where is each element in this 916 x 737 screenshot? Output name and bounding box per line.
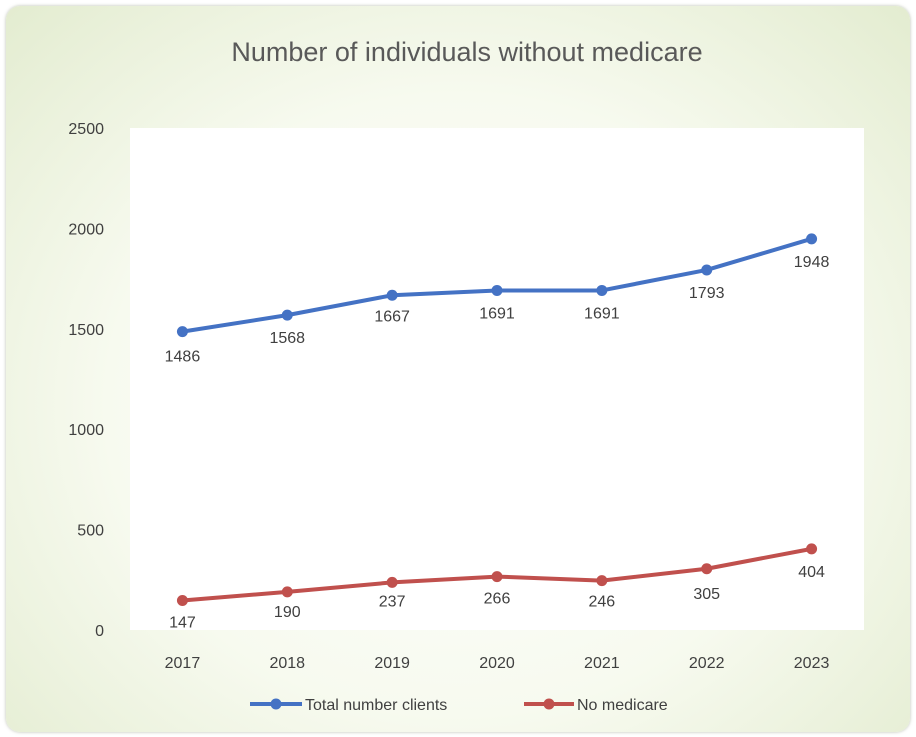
x-tick-label: 2023 <box>794 655 830 672</box>
y-axis: 0 500 1000 1500 2000 2500 <box>68 121 104 640</box>
data-label: 1793 <box>689 285 725 302</box>
x-axis: 2017 2018 2019 2020 2021 2022 2023 <box>165 655 830 672</box>
chart-card: Number of individuals without medicare 0… <box>6 6 910 732</box>
y-tick-label: 1000 <box>68 422 104 439</box>
y-tick-label: 1500 <box>68 322 104 339</box>
data-label: 1691 <box>479 305 515 322</box>
y-tick-label: 2500 <box>68 121 104 138</box>
data-point <box>806 543 818 555</box>
data-point <box>281 309 293 321</box>
data-point <box>491 571 503 583</box>
data-label: 190 <box>274 604 301 621</box>
plot-area <box>130 128 864 630</box>
data-label: 1568 <box>269 330 305 347</box>
series-layer <box>176 233 818 606</box>
data-point <box>386 576 398 588</box>
data-label: 1948 <box>794 254 830 271</box>
x-tick-label: 2022 <box>689 655 725 672</box>
data-label: 266 <box>484 591 511 608</box>
legend: Total number clients No medicare <box>250 697 668 714</box>
legend-marker <box>543 698 555 710</box>
line-chart: Number of individuals without medicare 0… <box>68 37 864 714</box>
data-label: 237 <box>379 593 406 610</box>
x-tick-label: 2017 <box>165 655 201 672</box>
x-tick-label: 2020 <box>479 655 515 672</box>
data-label: 1486 <box>165 349 201 366</box>
data-point <box>386 289 398 301</box>
x-tick-label: 2021 <box>584 655 620 672</box>
data-point <box>596 575 608 587</box>
data-point <box>281 586 293 598</box>
y-tick-label: 2000 <box>68 221 104 238</box>
data-label: 1667 <box>374 308 410 325</box>
x-tick-label: 2019 <box>374 655 410 672</box>
legend-label: No medicare <box>577 697 668 714</box>
data-label: 305 <box>693 586 720 603</box>
y-tick-label: 500 <box>77 523 104 540</box>
data-point <box>701 264 713 276</box>
data-point <box>176 594 188 606</box>
data-label: 404 <box>798 564 825 581</box>
data-point <box>176 326 188 338</box>
data-point <box>491 284 503 296</box>
chart-title: Number of individuals without medicare <box>231 37 702 67</box>
data-label: 246 <box>589 594 616 611</box>
data-label: 1691 <box>584 305 620 322</box>
legend-marker <box>270 698 282 710</box>
data-labels: 1486 1568 1667 1691 1691 1793 1948 147 190 237 266… <box>165 254 830 632</box>
x-tick-label: 2018 <box>269 655 305 672</box>
y-tick-label: 0 <box>95 623 104 640</box>
data-point <box>806 233 818 245</box>
data-label: 147 <box>169 614 196 631</box>
legend-label: Total number clients <box>305 697 447 714</box>
data-point <box>596 284 608 296</box>
data-point <box>701 563 713 575</box>
